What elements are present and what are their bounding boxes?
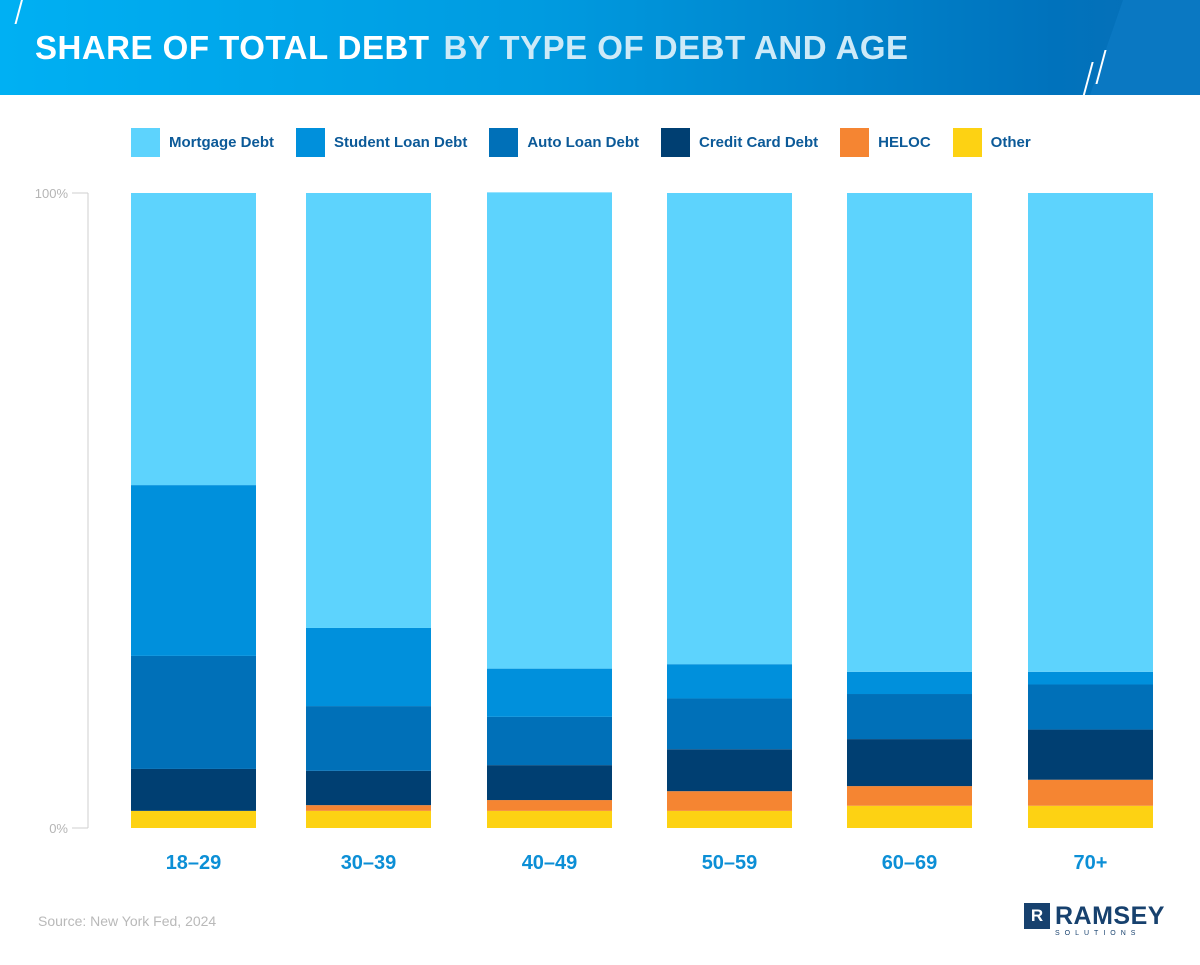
- legend-label: Other: [990, 133, 1031, 151]
- chart-title: SHARE OF TOTAL DEBT BY TYPE OF DEBT AND A…: [35, 28, 909, 68]
- bar-segment-auto-loan-debt: [487, 716, 612, 766]
- legend: Mortgage Debt Student Loan Debt Auto Loan …: [131, 128, 1053, 157]
- bar-segment-mortgage-debt: [667, 193, 792, 665]
- legend-item: Credit Card Debt: [660, 128, 819, 157]
- bar-segment-other: [667, 810, 792, 828]
- x-tick-label: 60–69: [882, 852, 938, 874]
- bar-segment-credit-card-debt: [306, 770, 431, 806]
- legend-item: Auto Loan Debt: [489, 128, 639, 157]
- bar-segment-student-loan-debt: [847, 671, 972, 695]
- legend-item: Mortgage Debt: [131, 128, 274, 157]
- bar-segment-mortgage-debt: [847, 193, 972, 672]
- bar-segment-mortgage-debt: [306, 193, 431, 628]
- x-tick-label: 70+: [1074, 852, 1108, 874]
- bar-segment-mortgage-debt: [1028, 193, 1153, 672]
- logo-text: RAMSEY SOLUTIONS: [1055, 903, 1165, 938]
- ramsey-logo: R RAMSEY SOLUTIONS: [1024, 903, 1165, 938]
- bar-segment-credit-card-debt: [131, 768, 256, 811]
- legend-swatch: [131, 128, 160, 157]
- bar-segment-heloc: [487, 800, 612, 811]
- legend-label: Credit Card Debt: [698, 133, 819, 151]
- bar-segment-auto-loan-debt: [306, 706, 431, 771]
- legend-item: Other: [952, 128, 1031, 157]
- legend-swatch: [296, 128, 325, 157]
- bar-segment-other: [487, 810, 612, 828]
- bar-segment-auto-loan-debt: [1028, 684, 1153, 730]
- bar-segment-auto-loan-debt: [667, 698, 792, 750]
- x-tick-label: 40–49: [522, 852, 578, 874]
- bar-segment-mortgage-debt: [487, 192, 612, 669]
- legend-item: HELOC: [840, 128, 931, 157]
- bar-segment-other: [847, 805, 972, 828]
- legend-item: Student Loan Debt: [296, 128, 467, 157]
- bar-segment-auto-loan-debt: [847, 694, 972, 740]
- legend-label: Student Loan Debt: [334, 133, 468, 151]
- bar-segment-credit-card-debt: [667, 749, 792, 792]
- legend-label: Auto Loan Debt: [527, 133, 639, 151]
- logo-mark: R: [1024, 903, 1050, 929]
- x-tick-label: 30–39: [341, 852, 397, 874]
- header-banner: SHARE OF TOTAL DEBT BY TYPE OF DEBT AND A…: [0, 0, 1200, 95]
- y-tick-label: 0%: [49, 821, 68, 836]
- bar-segment-heloc: [847, 786, 972, 806]
- bar-segment-other: [1028, 805, 1153, 828]
- bar-segment-credit-card-debt: [487, 765, 612, 801]
- logo-name: RAMSEY: [1055, 902, 1165, 930]
- title-light: BY TYPE OF DEBT AND AGE: [443, 29, 909, 66]
- legend-label: Mortgage Debt: [169, 133, 274, 151]
- legend-label: HELOC: [878, 133, 931, 151]
- bar-segment-credit-card-debt: [847, 739, 972, 787]
- legend-swatch: [489, 128, 519, 157]
- x-tick-label: 18–29: [166, 852, 222, 874]
- legend-swatch: [660, 128, 690, 157]
- bar-segment-heloc: [306, 805, 431, 811]
- bar-segment-student-loan-debt: [487, 668, 612, 717]
- bar-segment-student-loan-debt: [1028, 671, 1153, 685]
- title-bold: SHARE OF TOTAL DEBT: [35, 29, 430, 66]
- bar-segment-credit-card-debt: [1028, 729, 1153, 780]
- x-tick-label: 50–59: [702, 852, 758, 874]
- bar-segment-mortgage-debt: [131, 193, 256, 486]
- legend-swatch: [840, 128, 870, 157]
- y-tick-label: 100%: [35, 186, 69, 201]
- bar-segment-auto-loan-debt: [131, 655, 256, 769]
- bar-segment-student-loan-debt: [306, 627, 431, 707]
- bar-segment-student-loan-debt: [667, 664, 792, 699]
- source-note: Source: New York Fed, 2024: [38, 913, 217, 929]
- bar-segment-other: [306, 810, 431, 828]
- legend-swatch: [952, 128, 982, 157]
- bar-segment-student-loan-debt: [131, 485, 256, 656]
- bar-segment-heloc: [1028, 779, 1153, 806]
- bar-segment-other: [131, 810, 256, 828]
- logo-sub: SOLUTIONS: [1055, 930, 1141, 937]
- bar-segment-heloc: [667, 791, 792, 811]
